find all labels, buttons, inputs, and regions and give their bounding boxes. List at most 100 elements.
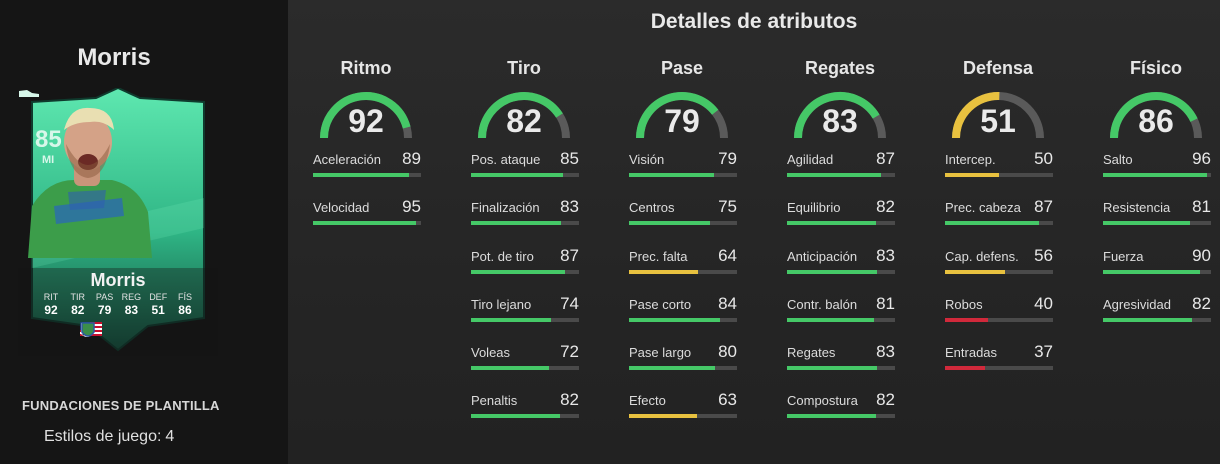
attribute-value: 64	[718, 245, 737, 265]
player-title: Morris	[77, 44, 151, 71]
attribute-name: Contr. balón	[787, 296, 858, 312]
card-stat-label: DEF	[149, 292, 168, 302]
attribute-name: Robos	[945, 296, 983, 312]
attribute-value: 85	[560, 149, 579, 168]
attribute-value: 56	[1034, 245, 1053, 265]
category-column: Defensa 51 Intercep. 50 Prec. cabeza 87 Cap.…	[934, 58, 1062, 393]
category-title: Físico	[1129, 58, 1182, 78]
category-gauge: 83	[790, 86, 890, 142]
category-value: 92	[348, 103, 384, 139]
attribute-bar	[471, 173, 579, 177]
attribute-bar	[629, 221, 737, 226]
attribute-row: Prec. cabeza 87	[934, 197, 1062, 248]
attribute-bar	[471, 221, 579, 226]
category-title: Regates	[804, 58, 876, 78]
attribute-row: Entradas 37	[934, 342, 1062, 393]
attribute-row: Centros 75	[618, 197, 746, 248]
category-column: Pase 79 Visión 79 Centros 75 Prec. falta 64 Pa…	[618, 58, 746, 442]
attribute-value: 80	[718, 342, 737, 362]
category-value: 86	[1138, 103, 1174, 139]
attribute-bar-fill	[787, 221, 876, 226]
attribute-row: Pos. ataque 85	[460, 149, 588, 200]
attribute-value: 82	[1192, 293, 1211, 313]
attribute-bar-fill	[945, 269, 1006, 274]
attribute-bar	[471, 269, 579, 274]
attribute-value: 83	[876, 342, 895, 362]
card-stat-label: RIT	[43, 292, 59, 302]
card-stat-label: REG	[121, 292, 142, 302]
attribute-value: 95	[402, 197, 421, 217]
attribute-value: 75	[718, 197, 737, 217]
attribute-row: Compostura 82	[776, 390, 904, 441]
player-card[interactable]: 85 MI Morris RIT 92 TIR 82 PAS 79 REG 83 DEF…	[18, 88, 218, 356]
card-position: MI	[42, 154, 55, 166]
attribute-row: Intercep. 50	[934, 149, 1062, 200]
attribute-bar-fill	[629, 366, 716, 371]
attribute-row: Tiro lejano 74	[460, 294, 588, 345]
attribute-name: Visión	[629, 152, 665, 167]
attribute-row: Pot. de tiro 87	[460, 245, 588, 297]
attribute-value: 81	[1192, 197, 1211, 217]
attribute-name: Agilidad	[787, 152, 834, 167]
category-title: Ritmo	[340, 58, 392, 78]
category-gauge: 79	[632, 86, 732, 142]
attribute-value: 40	[1034, 293, 1053, 313]
attribute-bar	[471, 366, 579, 371]
card-stat: FÍS 86	[172, 292, 198, 317]
card-stat-label: TIR	[70, 292, 86, 302]
attribute-bar	[629, 366, 737, 371]
category-title: Defensa	[962, 58, 1034, 78]
seattle-sounders-crest-icon	[81, 322, 95, 337]
promo-title: FUNDACIONES DE PLANTILLA	[22, 398, 220, 413]
attribute-value: 87	[560, 245, 579, 265]
attribute-value: 87	[876, 149, 895, 168]
attribute-bar	[471, 317, 579, 322]
card-stat-value: 79	[97, 303, 112, 317]
attribute-name: Velocidad	[313, 200, 370, 216]
card-stat-value: 51	[151, 303, 165, 317]
attributes-panel	[288, 0, 1220, 464]
attribute-name: Salto	[1103, 152, 1133, 167]
attribute-name: Agresividad	[1103, 296, 1171, 312]
attribute-bar	[787, 317, 895, 322]
attribute-row: Visión 79	[618, 149, 746, 200]
attribute-bar	[787, 366, 895, 371]
attribute-name: Efecto	[629, 393, 666, 409]
attribute-name: Pase corto	[629, 296, 692, 312]
attribute-row: Anticipación 83	[776, 246, 904, 297]
attribute-bar-fill	[629, 317, 720, 322]
attribute-bar-fill	[629, 414, 698, 419]
playstyles-label[interactable]: Estilos de juego: 4	[44, 428, 174, 446]
attribute-bar-fill	[629, 173, 715, 177]
attribute-bar-fill	[945, 317, 989, 322]
attribute-row: Robos 40	[934, 293, 1062, 345]
attribute-name: Regates	[787, 345, 836, 361]
playstyles-count: 4	[165, 428, 175, 445]
attribute-name: Pase largo	[629, 345, 692, 361]
attribute-bar-fill	[313, 173, 410, 177]
attribute-bar-fill	[787, 414, 876, 419]
category-column: Físico 86 Salto 96 Resistencia 81 Fuerza 90 Ag…	[1092, 58, 1220, 345]
attribute-value: 89	[402, 149, 421, 168]
attribute-bar	[945, 269, 1053, 274]
playstyles-text: Estilos de juego:	[44, 428, 162, 445]
attribute-name: Pos. ataque	[471, 152, 541, 167]
attribute-row: Equilibrio 82	[776, 197, 904, 248]
attribute-bar	[1103, 269, 1211, 274]
attribute-bar-fill	[471, 366, 549, 371]
attribute-name: Prec. falta	[629, 248, 688, 264]
attribute-row: Pase corto 84	[618, 294, 746, 345]
attribute-row: Penaltis 82	[460, 390, 588, 441]
attribute-name: Aceleración	[313, 152, 381, 167]
attribute-name: Fuerza	[1103, 248, 1144, 264]
attribute-bar-fill	[787, 317, 875, 322]
attribute-value: 82	[560, 390, 579, 410]
attribute-row: Voleas 72	[460, 342, 588, 393]
attribute-name: Voleas	[471, 345, 511, 361]
attribute-bar-fill	[471, 173, 563, 177]
attribute-bar-fill	[787, 269, 877, 274]
attribute-name: Equilibrio	[787, 200, 841, 216]
category-gauge: 86	[1106, 86, 1206, 142]
attribute-value: 96	[1192, 149, 1211, 168]
attribute-bar-fill	[471, 269, 565, 274]
